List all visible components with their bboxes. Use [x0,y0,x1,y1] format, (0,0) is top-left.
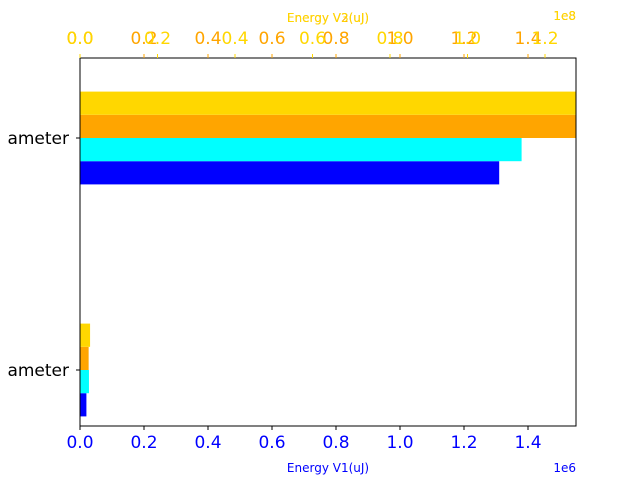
x-tick-label-v1-5: 1.0 [386,433,413,453]
bar-v3-cat1-s3 [80,91,576,115]
x-tick-label-v2-3: 0.6 [258,29,285,49]
x-tick-label-v1-6: 1.2 [450,433,477,453]
x-tick-label-v3-1: 0.2 [144,29,171,49]
x-tick-label-v1-3: 0.6 [258,433,285,453]
x-tick-label-v2-7: 1.4 [514,29,541,49]
x-axis-label-v2: Energy V2(uJ) [287,11,369,25]
bar-v2-cat1-s2 [80,114,576,138]
x-tick-label-v1-7: 1.4 [514,433,541,453]
ticks-layer [76,54,546,430]
x-tick-label-v2-1: 0.2 [130,29,157,49]
x-tick-label-v3-0: 0.0 [66,29,93,49]
x-multiplier-v3: 1e8 [553,9,576,23]
x-tick-label-v2-0: 0.0 [66,29,93,49]
bar-v1-cat0-s0 [80,393,87,417]
bar-v1-cat0-s1 [80,370,89,394]
x-tick-label-v1-4: 0.8 [322,433,349,453]
x-tick-label-v1-2: 0.4 [194,433,221,453]
x-tick-label-v2-4: 0.8 [322,29,349,49]
x-axis-label-v3: Energy V3(uJ) [287,11,369,25]
x-tick-label-v2-5: 1.0 [386,29,413,49]
x-tick-label-v2-6: 1.2 [450,29,477,49]
x-tick-label-v1-1: 0.2 [130,433,157,453]
bar-v1-cat1-s1 [80,138,522,162]
x-tick-label-v3-6: 1.2 [531,29,558,49]
x-tick-label-v2-2: 0.4 [194,29,221,49]
plot-frame [79,57,577,427]
x-axis-label-v1: Energy V1(uJ) [287,461,369,475]
x-tick-label-v3-5: 1.0 [454,29,481,49]
category-label-0: ameter [7,361,69,381]
x-tick-label-v1-0: 0.0 [66,433,93,453]
x-tick-label-v3-2: 0.4 [221,29,248,49]
bar-v2-cat0-s2 [80,346,89,370]
category-label-1: ameter [7,129,69,149]
x-tick-label-v3-4: 0.8 [376,29,403,49]
bar-v1-cat1-s0 [80,161,500,185]
x-tick-label-v3-3: 0.6 [299,29,326,49]
x-multiplier-v1: 1e6 [553,461,576,475]
x-multiplier-v2: 1e8 [553,9,576,23]
bar-v3-cat0-s3 [80,323,91,347]
bars-layer [80,91,576,417]
